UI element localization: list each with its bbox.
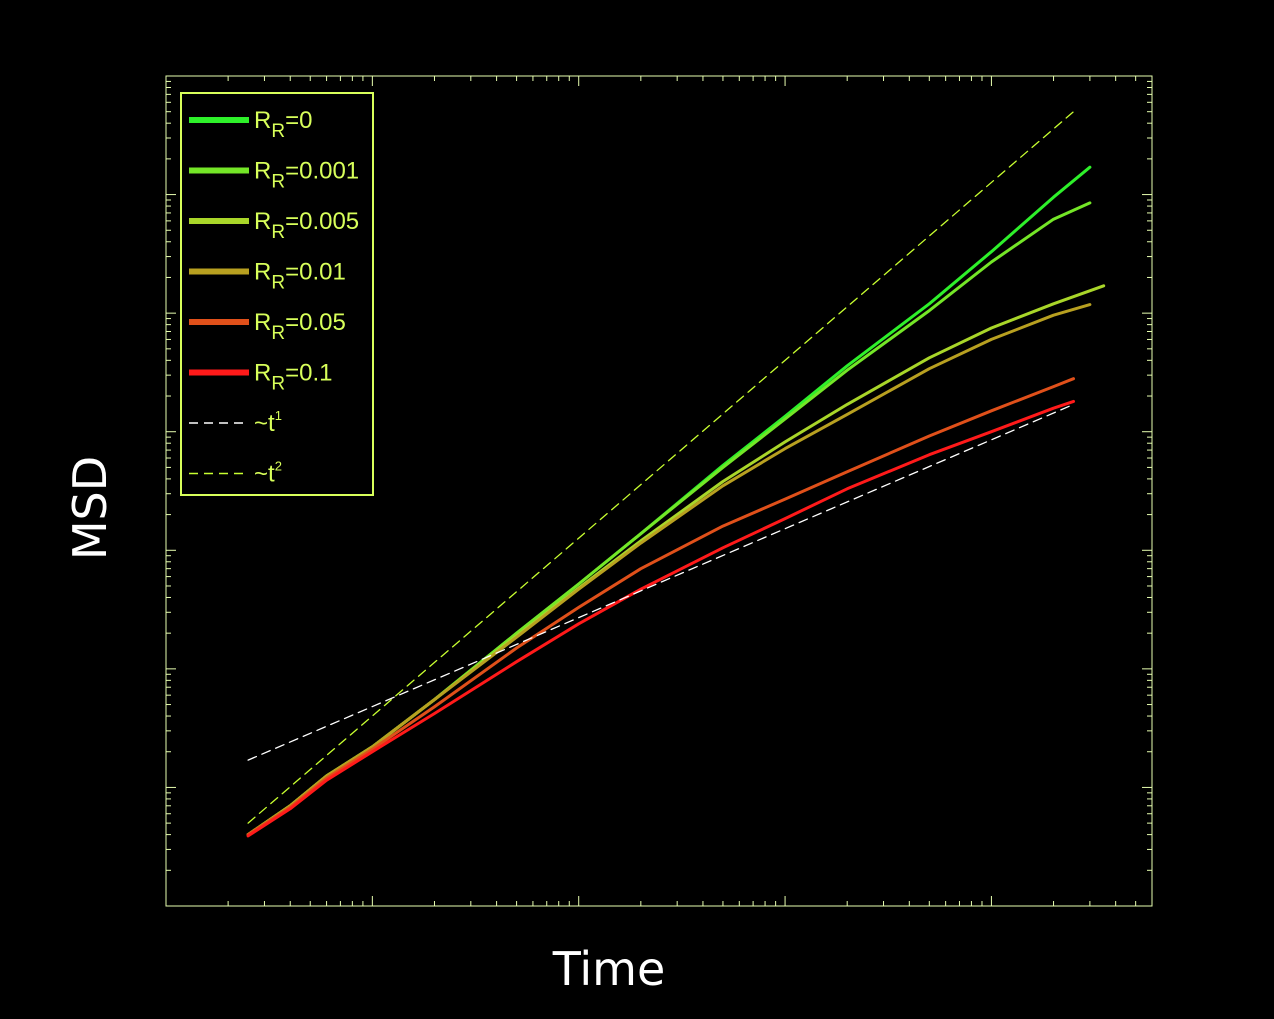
legend-label: ~t2 [254,459,282,488]
legend-label: RR=0 [254,107,312,142]
legend-box [180,92,374,496]
axis-ticks [165,75,1153,907]
legend-label: RR=0.01 [254,259,346,294]
plot-lines [246,111,1106,838]
legend-label: RR=0.001 [254,158,359,193]
series-line-r-r-0-01 [246,303,1092,837]
legend: RR=0 RR=0.001 RR=0.005 RR=0.01 RR=0.05 RR=0.1… [180,92,374,496]
legend-label: RR=0.1 [254,360,332,395]
legend-label: RR=0.05 [254,309,346,344]
series-line-r-r-0-05 [246,377,1075,837]
y-axis-title: MSD [63,456,117,560]
series-line-r-r-0-1 [246,399,1075,838]
series-line-t-1 [247,403,1075,761]
legend-label: ~t1 [254,408,282,437]
series-line-t-2 [247,111,1075,824]
x-axis-title: Time [552,942,666,996]
legend-label: RR=0.005 [254,208,359,243]
plot-frame [165,75,1153,907]
